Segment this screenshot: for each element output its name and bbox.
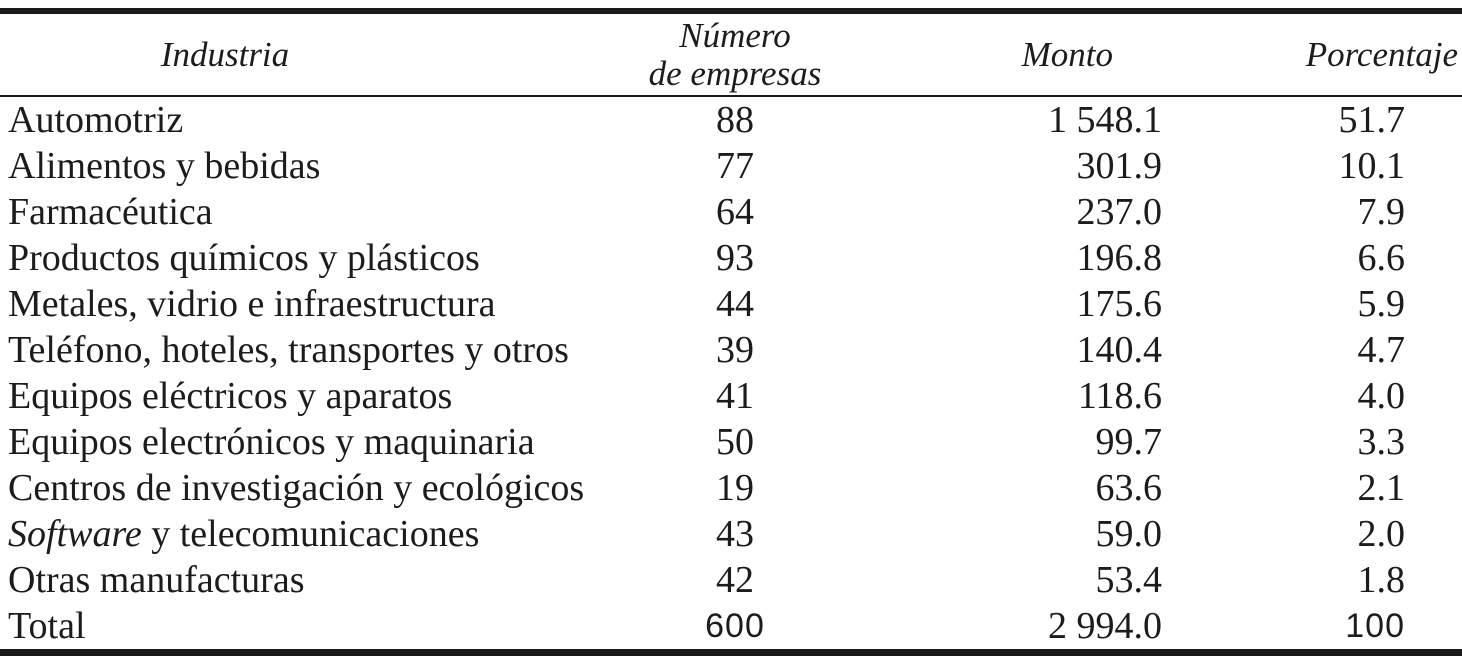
table-row: Total 600 2 994.0 100 (0, 603, 1462, 653)
table-row: Automotriz 88 1 548.1 51.7 (0, 96, 1462, 143)
companies-count-cell: 42 (716, 559, 754, 601)
percentage-cell: 1.8 (1357, 559, 1406, 601)
amount-cell: 301.9 (1076, 145, 1163, 187)
amount-cell: 140.4 (1076, 329, 1163, 371)
table-row: Equipos eléctricos y aparatos 41 118.6 4… (0, 373, 1462, 419)
amount-cell: 237.0 (1076, 191, 1163, 233)
industry-cell: Centros de investigación y ecológicos (8, 467, 585, 509)
industry-cell: Software y telecomunicaciones (8, 513, 480, 555)
table-row: Equipos electrónicos y maquinaria 50 99.… (0, 419, 1462, 465)
amount-cell: 63.6 (1095, 467, 1163, 509)
column-header-porcentaje: Porcentaje (1180, 11, 1462, 97)
table-row: Otras manufacturas 42 53.4 1.8 (0, 557, 1462, 603)
table-row: Centros de investigación y ecológicos 19… (0, 465, 1462, 511)
industry-cell: Otras manufacturas (8, 559, 305, 601)
industry-cell: Farmacéutica (8, 191, 213, 233)
percentage-cell: 7.9 (1357, 191, 1406, 233)
companies-count-cell: 19 (716, 467, 754, 509)
percentage-cell: 100 (1345, 607, 1405, 645)
industry-cell: Equipos electrónicos y maquinaria (8, 421, 535, 463)
companies-count-cell: 43 (716, 513, 754, 555)
column-header-numero-line1: Número (679, 15, 791, 55)
table-row: Productos químicos y plásticos 93 196.8 … (0, 235, 1462, 281)
table-row: Software y telecomunicaciones 43 59.0 2.… (0, 511, 1462, 557)
companies-count-cell: 41 (716, 375, 754, 417)
companies-count-cell: 88 (716, 99, 754, 141)
percentage-cell: 10.1 (1338, 145, 1406, 187)
table-row: Metales, vidrio e infraestructura 44 175… (0, 281, 1462, 327)
column-header-monto: Monto (830, 11, 1180, 97)
industry-table: Industria Número de empresas Monto Porce… (0, 8, 1462, 656)
percentage-cell: 2.1 (1357, 467, 1406, 509)
table-row: Farmacéutica 64 237.0 7.9 (0, 189, 1462, 235)
column-header-numero-line2: de empresas (648, 53, 822, 93)
companies-count-cell: 44 (716, 283, 754, 325)
table-header: Industria Número de empresas Monto Porce… (0, 11, 1462, 97)
percentage-cell: 2.0 (1357, 513, 1406, 555)
italic-term: Software (8, 513, 142, 555)
companies-count-cell: 50 (716, 421, 754, 463)
amount-cell: 118.6 (1077, 375, 1162, 417)
amount-cell: 99.7 (1095, 421, 1163, 463)
amount-cell: 59.0 (1095, 513, 1163, 555)
percentage-cell: 5.9 (1357, 283, 1406, 325)
percentage-cell: 4.7 (1357, 329, 1406, 371)
column-header-porcentaje-label: Porcentaje (1305, 34, 1458, 74)
header-row: Industria Número de empresas Monto Porce… (0, 11, 1462, 97)
companies-count-cell: 39 (716, 329, 754, 371)
industry-cell: Equipos eléctricos y aparatos (8, 375, 453, 417)
percentage-cell: 51.7 (1338, 99, 1406, 141)
percentage-cell: 3.3 (1357, 421, 1406, 463)
table-row: Teléfono, hoteles, transportes y otros 3… (0, 327, 1462, 373)
column-header-monto-label: Monto (1021, 34, 1113, 74)
amount-cell: 175.6 (1076, 283, 1163, 325)
industry-cell: Total (8, 605, 86, 647)
industry-cell: Alimentos y bebidas (8, 145, 321, 187)
percentage-cell: 6.6 (1357, 237, 1406, 279)
column-header-industria-label: Industria (160, 34, 290, 74)
companies-count-cell: 93 (716, 237, 754, 279)
industry-cell: Automotriz (8, 99, 184, 141)
table-body: Automotriz 88 1 548.1 51.7 Alimentos y b… (0, 96, 1462, 653)
percentage-cell: 4.0 (1357, 375, 1406, 417)
industry-cell: Productos químicos y plásticos (8, 237, 480, 279)
companies-count-cell: 64 (716, 191, 754, 233)
amount-cell: 196.8 (1076, 237, 1163, 279)
amount-cell: 1 548.1 (1048, 99, 1162, 141)
companies-count-cell: 600 (705, 607, 765, 645)
industry-cell: Teléfono, hoteles, transportes y otros (8, 329, 569, 371)
companies-count-cell: 77 (716, 145, 754, 187)
amount-cell: 2 994.0 (1048, 605, 1162, 647)
column-header-industria: Industria (0, 11, 640, 97)
column-header-numero-de-empresas: Número de empresas (640, 11, 830, 97)
industry-cell: Metales, vidrio e infraestructura (8, 283, 496, 325)
amount-cell: 53.4 (1095, 559, 1163, 601)
table-row: Alimentos y bebidas 77 301.9 10.1 (0, 143, 1462, 189)
